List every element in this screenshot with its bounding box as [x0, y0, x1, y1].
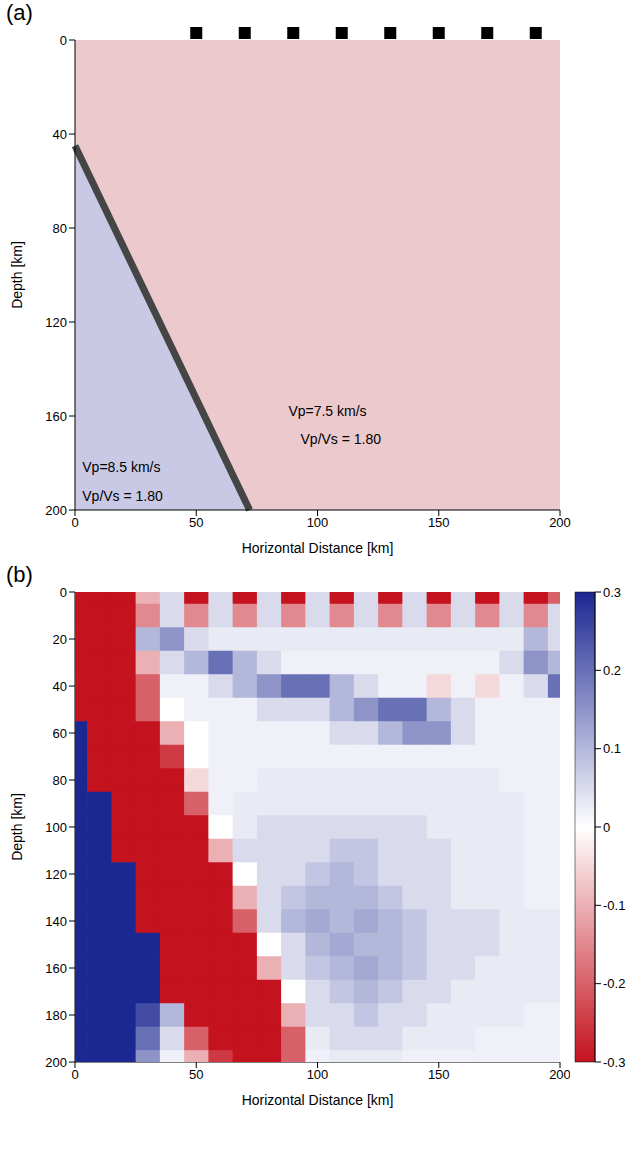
html-text:(b): (b)	[6, 562, 33, 587]
svg-text:0.2: 0.2	[603, 663, 621, 678]
svg-text:80: 80	[53, 773, 67, 788]
svg-text:120: 120	[45, 867, 67, 882]
svg-text:60: 60	[53, 726, 67, 741]
svg-text:180: 180	[45, 1008, 67, 1023]
svg-text:Horizontal Distance [km]: Horizontal Distance [km]	[242, 540, 394, 556]
svg-text:200: 200	[45, 503, 67, 518]
svg-text:-0.2: -0.2	[603, 976, 625, 991]
svg-text:Vp=8.5 km/s: Vp=8.5 km/s	[82, 459, 160, 475]
svg-text:0: 0	[71, 1067, 78, 1082]
svg-text:Horizontal Distance [km]: Horizontal Distance [km]	[242, 1092, 394, 1108]
svg-text:160: 160	[45, 409, 67, 424]
svg-text:Depth [km]: Depth [km]	[9, 241, 25, 309]
svg-text:140: 140	[45, 914, 67, 929]
svg-text:200: 200	[549, 515, 571, 530]
svg-text:0: 0	[603, 820, 610, 835]
svg-text:80: 80	[53, 221, 67, 236]
svg-text:0.1: 0.1	[603, 741, 621, 756]
svg-text:Vp=7.5 km/s: Vp=7.5 km/s	[288, 403, 366, 419]
svg-text:40: 40	[53, 679, 67, 694]
svg-text:100: 100	[45, 820, 67, 835]
svg-text:0: 0	[60, 585, 67, 600]
svg-text:Vp/Vs = 1.80: Vp/Vs = 1.80	[82, 488, 163, 504]
svg-text:50: 50	[189, 515, 203, 530]
svg-text:160: 160	[45, 961, 67, 976]
svg-text:Vp/Vs = 1.80: Vp/Vs = 1.80	[301, 431, 382, 447]
svg-text:150: 150	[428, 1067, 450, 1082]
html-text:(a): (a)	[6, 0, 33, 25]
svg-text:-0.3: -0.3	[603, 1055, 625, 1070]
svg-text:100: 100	[307, 515, 329, 530]
svg-text:200: 200	[549, 1067, 570, 1082]
svg-text:200: 200	[45, 1055, 67, 1070]
svg-text:0: 0	[71, 515, 78, 530]
svg-text:150: 150	[428, 515, 450, 530]
svg-text:-0.1: -0.1	[603, 898, 625, 913]
svg-text:50: 50	[189, 1067, 203, 1082]
svg-text:20: 20	[53, 632, 67, 647]
svg-text:120: 120	[45, 315, 67, 330]
svg-text:Depth [km]: Depth [km]	[9, 793, 25, 861]
svg-text:40: 40	[53, 127, 67, 142]
svg-text:0.3: 0.3	[603, 585, 621, 600]
svg-text:100: 100	[307, 1067, 329, 1082]
svg-text:0: 0	[60, 33, 67, 48]
